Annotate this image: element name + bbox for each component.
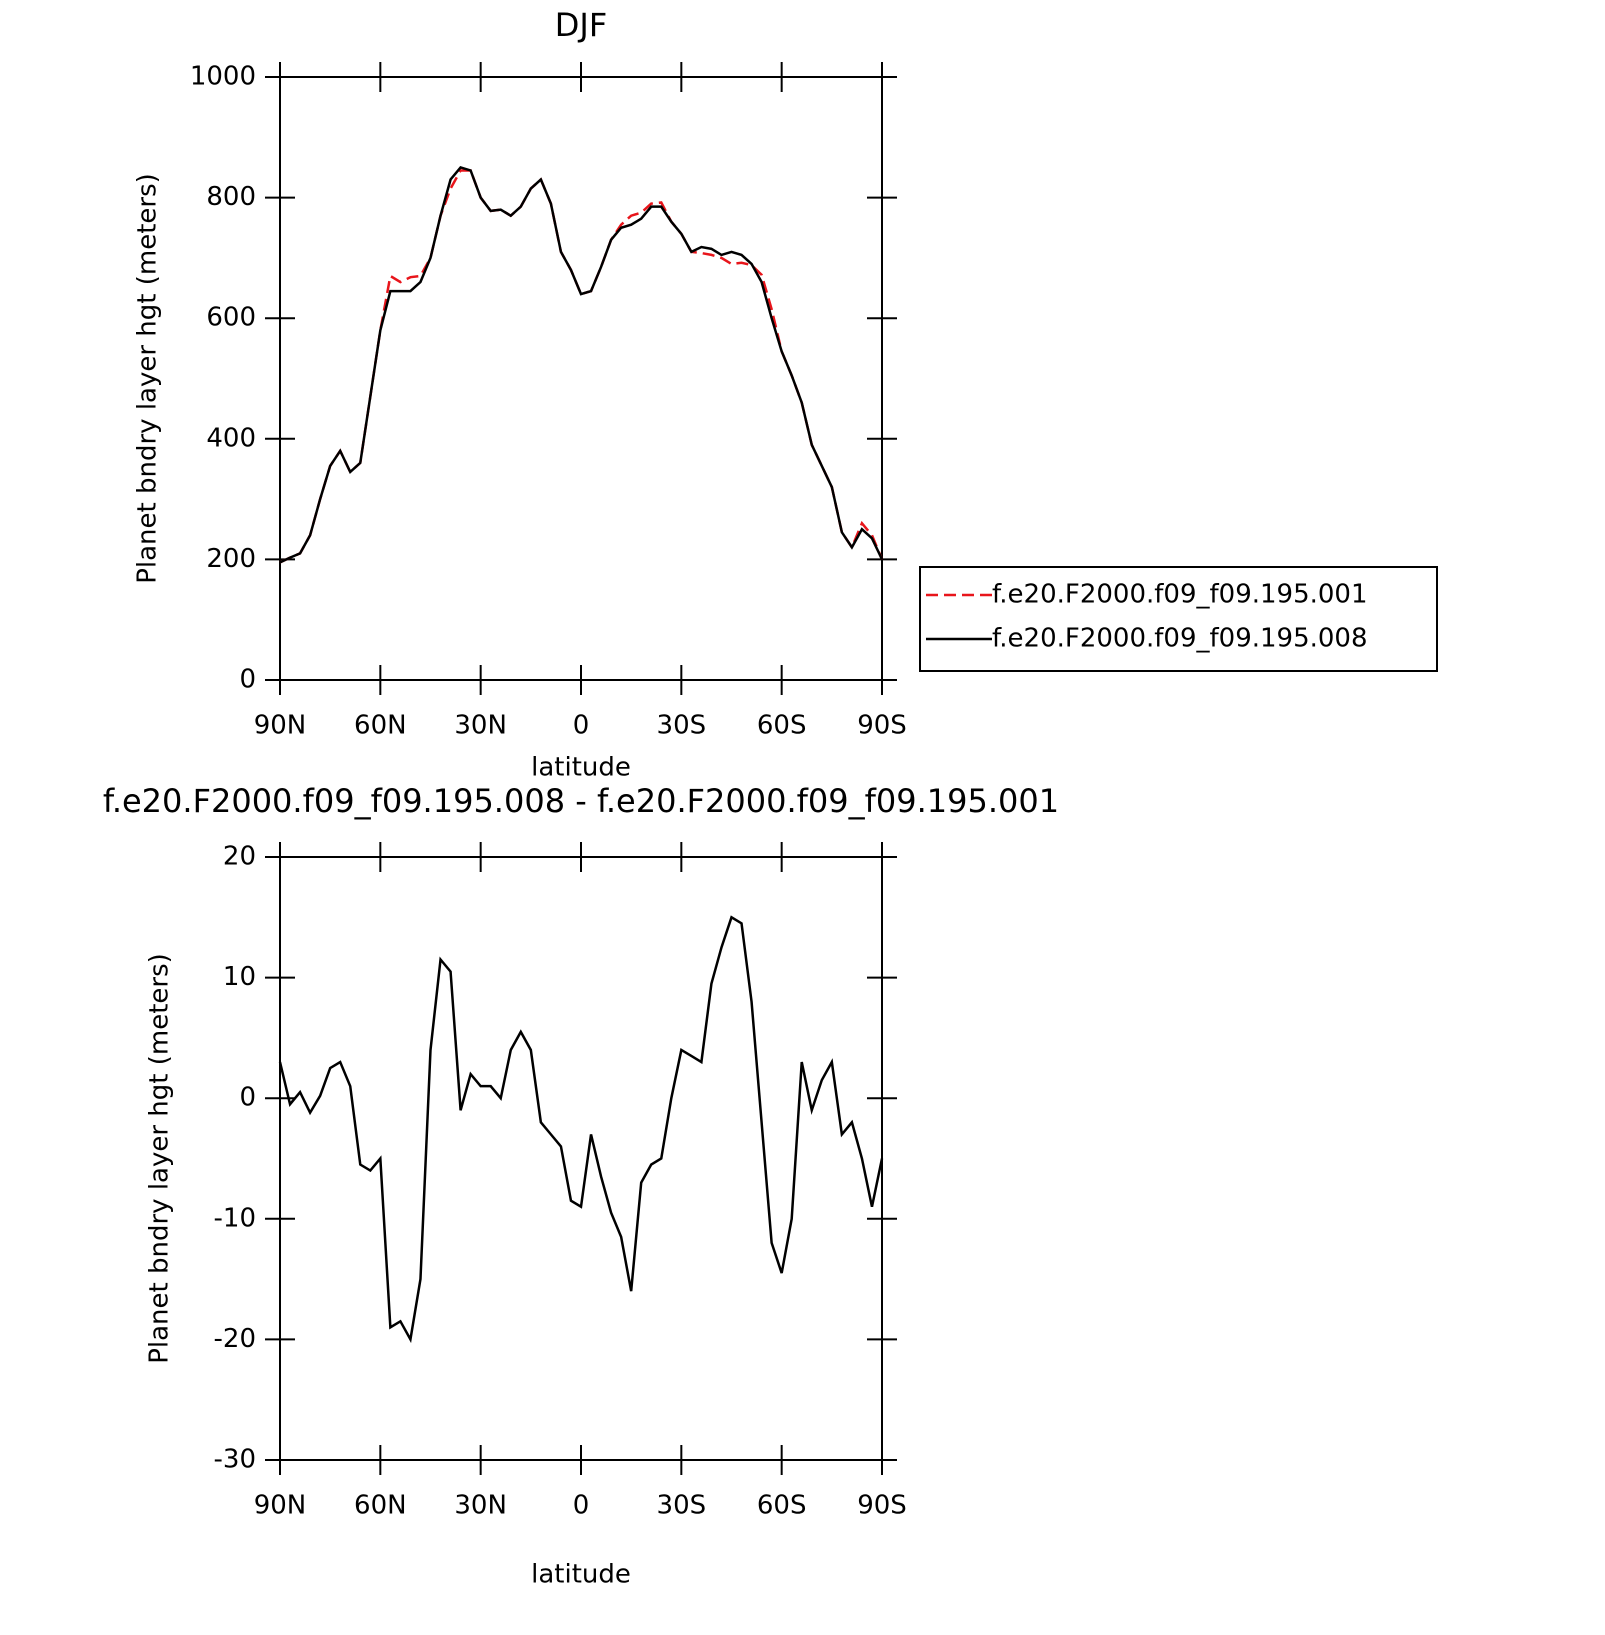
x-tick-label: 30N [454,711,507,741]
data-line [278,915,884,1344]
y-tick-label: 200 [206,544,256,574]
y-tick-label: -10 [214,1203,256,1233]
x-tick-label: 90S [857,1491,907,1521]
y-axis-label: Planet bndry layer hgt (meters) [145,953,175,1364]
x-tick-label: 30S [657,1491,707,1521]
x-tick-label: 60S [757,711,807,741]
y-tick-label: -30 [214,1445,256,1475]
x-tick-label: 60N [354,711,407,741]
y-tick-label: 800 [206,182,256,212]
chart-title: DJF [555,6,607,44]
y-tick-label: 600 [206,303,256,333]
legend-label: f.e20.F2000.f09_f09.195.008 [992,624,1368,654]
legend-box [919,566,1438,672]
x-tick-label: 0 [573,1491,590,1521]
y-tick-label: 1000 [190,62,256,92]
x-axis-label: latitude [531,753,631,783]
y-tick-label: 0 [239,1083,256,1113]
x-tick-label: 60N [354,1491,407,1521]
plot-frame [279,856,883,1461]
data-line [279,166,884,564]
chart-title: f.e20.F2000.f09_f09.195.008 - f.e20.F200… [103,782,1059,820]
y-tick-label: 0 [239,665,256,695]
y-tick-label: 400 [206,423,256,453]
x-tick-label: 30S [657,711,707,741]
y-tick-label: 20 [223,842,256,872]
x-tick-label: 90N [254,711,307,741]
x-tick-label: 30N [454,1491,507,1521]
legend-label: f.e20.F2000.f09_f09.195.001 [992,580,1368,610]
x-tick-label: 90N [254,1491,307,1521]
y-tick-label: 10 [223,962,256,992]
y-axis-label: Planet bndry layer hgt (meters) [133,173,163,584]
y-tick-label: -20 [214,1324,256,1354]
x-tick-label: 90S [857,711,907,741]
x-tick-label: 0 [573,711,590,741]
x-axis-label: latitude [531,1560,631,1590]
data-line [279,169,884,564]
x-tick-label: 60S [757,1491,807,1521]
